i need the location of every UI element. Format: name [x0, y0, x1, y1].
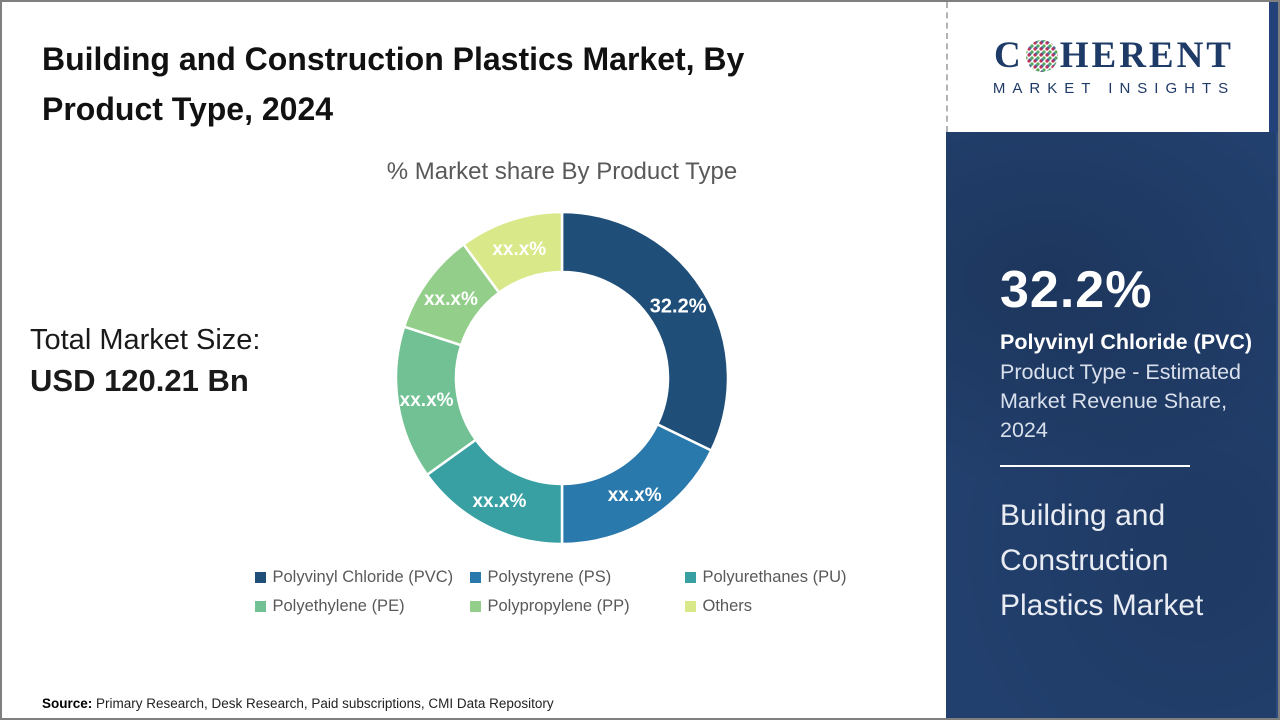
legend-swatch-5 [469, 601, 481, 612]
legend-swatch-4 [254, 601, 266, 612]
total-market-size-label: Total Market Size: [30, 324, 261, 356]
legend-label-1: Polyvinyl Chloride (PVC) [272, 568, 454, 586]
donut-segment-label-1: 32.2% [650, 295, 707, 317]
legend-label-2: Polystyrene (PS) [487, 568, 612, 586]
sidebar-share-value: 32.2% [1000, 261, 1153, 319]
logo-letter-c: C [994, 35, 1024, 76]
legend-item-1: Polyvinyl Chloride (PVC) [254, 568, 470, 587]
brand-logo: C HERENT MARKET INSIGHTS [946, 2, 1278, 132]
source-text: Primary Research, Desk Research, Paid su… [92, 696, 554, 711]
legend-item-3: Polyurethanes (PU) [684, 568, 870, 587]
legend-label-6: Others [702, 597, 753, 615]
globe-dots-icon [1025, 39, 1058, 72]
sidebar-segment-desc: Product Type - Estimated Market Revenue … [1000, 360, 1241, 442]
chart-legend: Polyvinyl Chloride (PVC) Polystyrene (PS)… [254, 568, 870, 616]
chart-area: % Market share By Product Type 32.2% xx.x… [182, 158, 942, 616]
total-market-size-block: Total Market Size: USD 120.21 Bn [30, 324, 260, 399]
legend-swatch-2 [469, 572, 481, 583]
sidebar-divider [1000, 465, 1190, 467]
total-market-size-value: USD 120.21 Bn [30, 363, 249, 398]
source-label: Source: [42, 696, 93, 711]
legend-label-5: Polypropylene (PP) [487, 597, 630, 615]
donut-segment-1 [560, 210, 730, 453]
sidebar-segment-name: Polyvinyl Chloride (PVC) [1000, 330, 1253, 354]
logo-letters-rest: HERENT [1059, 35, 1234, 76]
donut-segment-label-6: xx.x% [492, 239, 546, 260]
legend-item-2: Polystyrene (PS) [469, 568, 685, 587]
chart-title: % Market share By Product Type [386, 158, 738, 185]
logo-wordmark: C HERENT [994, 37, 1234, 74]
highlight-sidebar: 32.2% Polyvinyl Chloride (PVC) Product T… [946, 132, 1278, 718]
legend-item-4: Polyethylene (PE) [254, 597, 470, 616]
legend-label-4: Polyethylene (PE) [272, 597, 405, 615]
legend-item-5: Polypropylene (PP) [469, 597, 685, 616]
legend-item-6: Others [684, 597, 870, 616]
source-line: Source: Primary Research, Desk Research,… [42, 696, 554, 711]
legend-swatch-6 [684, 601, 696, 612]
donut-segment-label-5: xx.x% [424, 289, 478, 310]
donut-segment-label-3: xx.x% [472, 491, 526, 512]
donut-segment-6 [461, 210, 564, 295]
legend-swatch-3 [684, 572, 696, 583]
legend-swatch-1 [254, 572, 266, 583]
page-title: Building and Construction Plastics Marke… [42, 41, 745, 127]
donut-segment-label-2: xx.x% [608, 485, 662, 506]
donut-chart-svg: 32.2% xx.x% xx.x% xx.x% xx.x% xx.x% [394, 210, 730, 546]
logo-accent-strip [1269, 2, 1278, 132]
legend-label-3: Polyurethanes (PU) [702, 568, 847, 586]
donut-segment-label-4: xx.x% [400, 390, 454, 411]
sidebar-market-name: Building and Construction Plastics Marke… [1000, 499, 1204, 622]
logo-tagline: MARKET INSIGHTS [992, 80, 1236, 97]
